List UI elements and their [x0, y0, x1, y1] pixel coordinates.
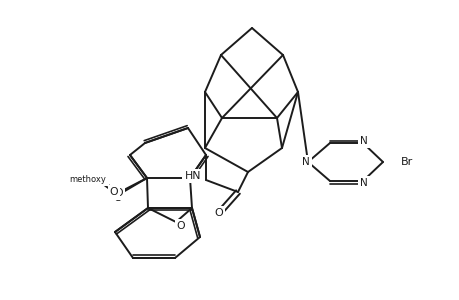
Text: N: N [359, 136, 367, 146]
Text: N: N [359, 178, 367, 188]
Text: methoxy: methoxy [69, 175, 106, 184]
Text: Br: Br [400, 157, 412, 167]
Text: N: N [302, 157, 309, 167]
Text: O: O [214, 208, 223, 218]
Text: O: O [113, 193, 122, 203]
Text: O: O [109, 187, 118, 197]
Text: O: O [114, 188, 123, 198]
Text: O: O [176, 221, 185, 231]
Text: HN: HN [184, 171, 201, 181]
